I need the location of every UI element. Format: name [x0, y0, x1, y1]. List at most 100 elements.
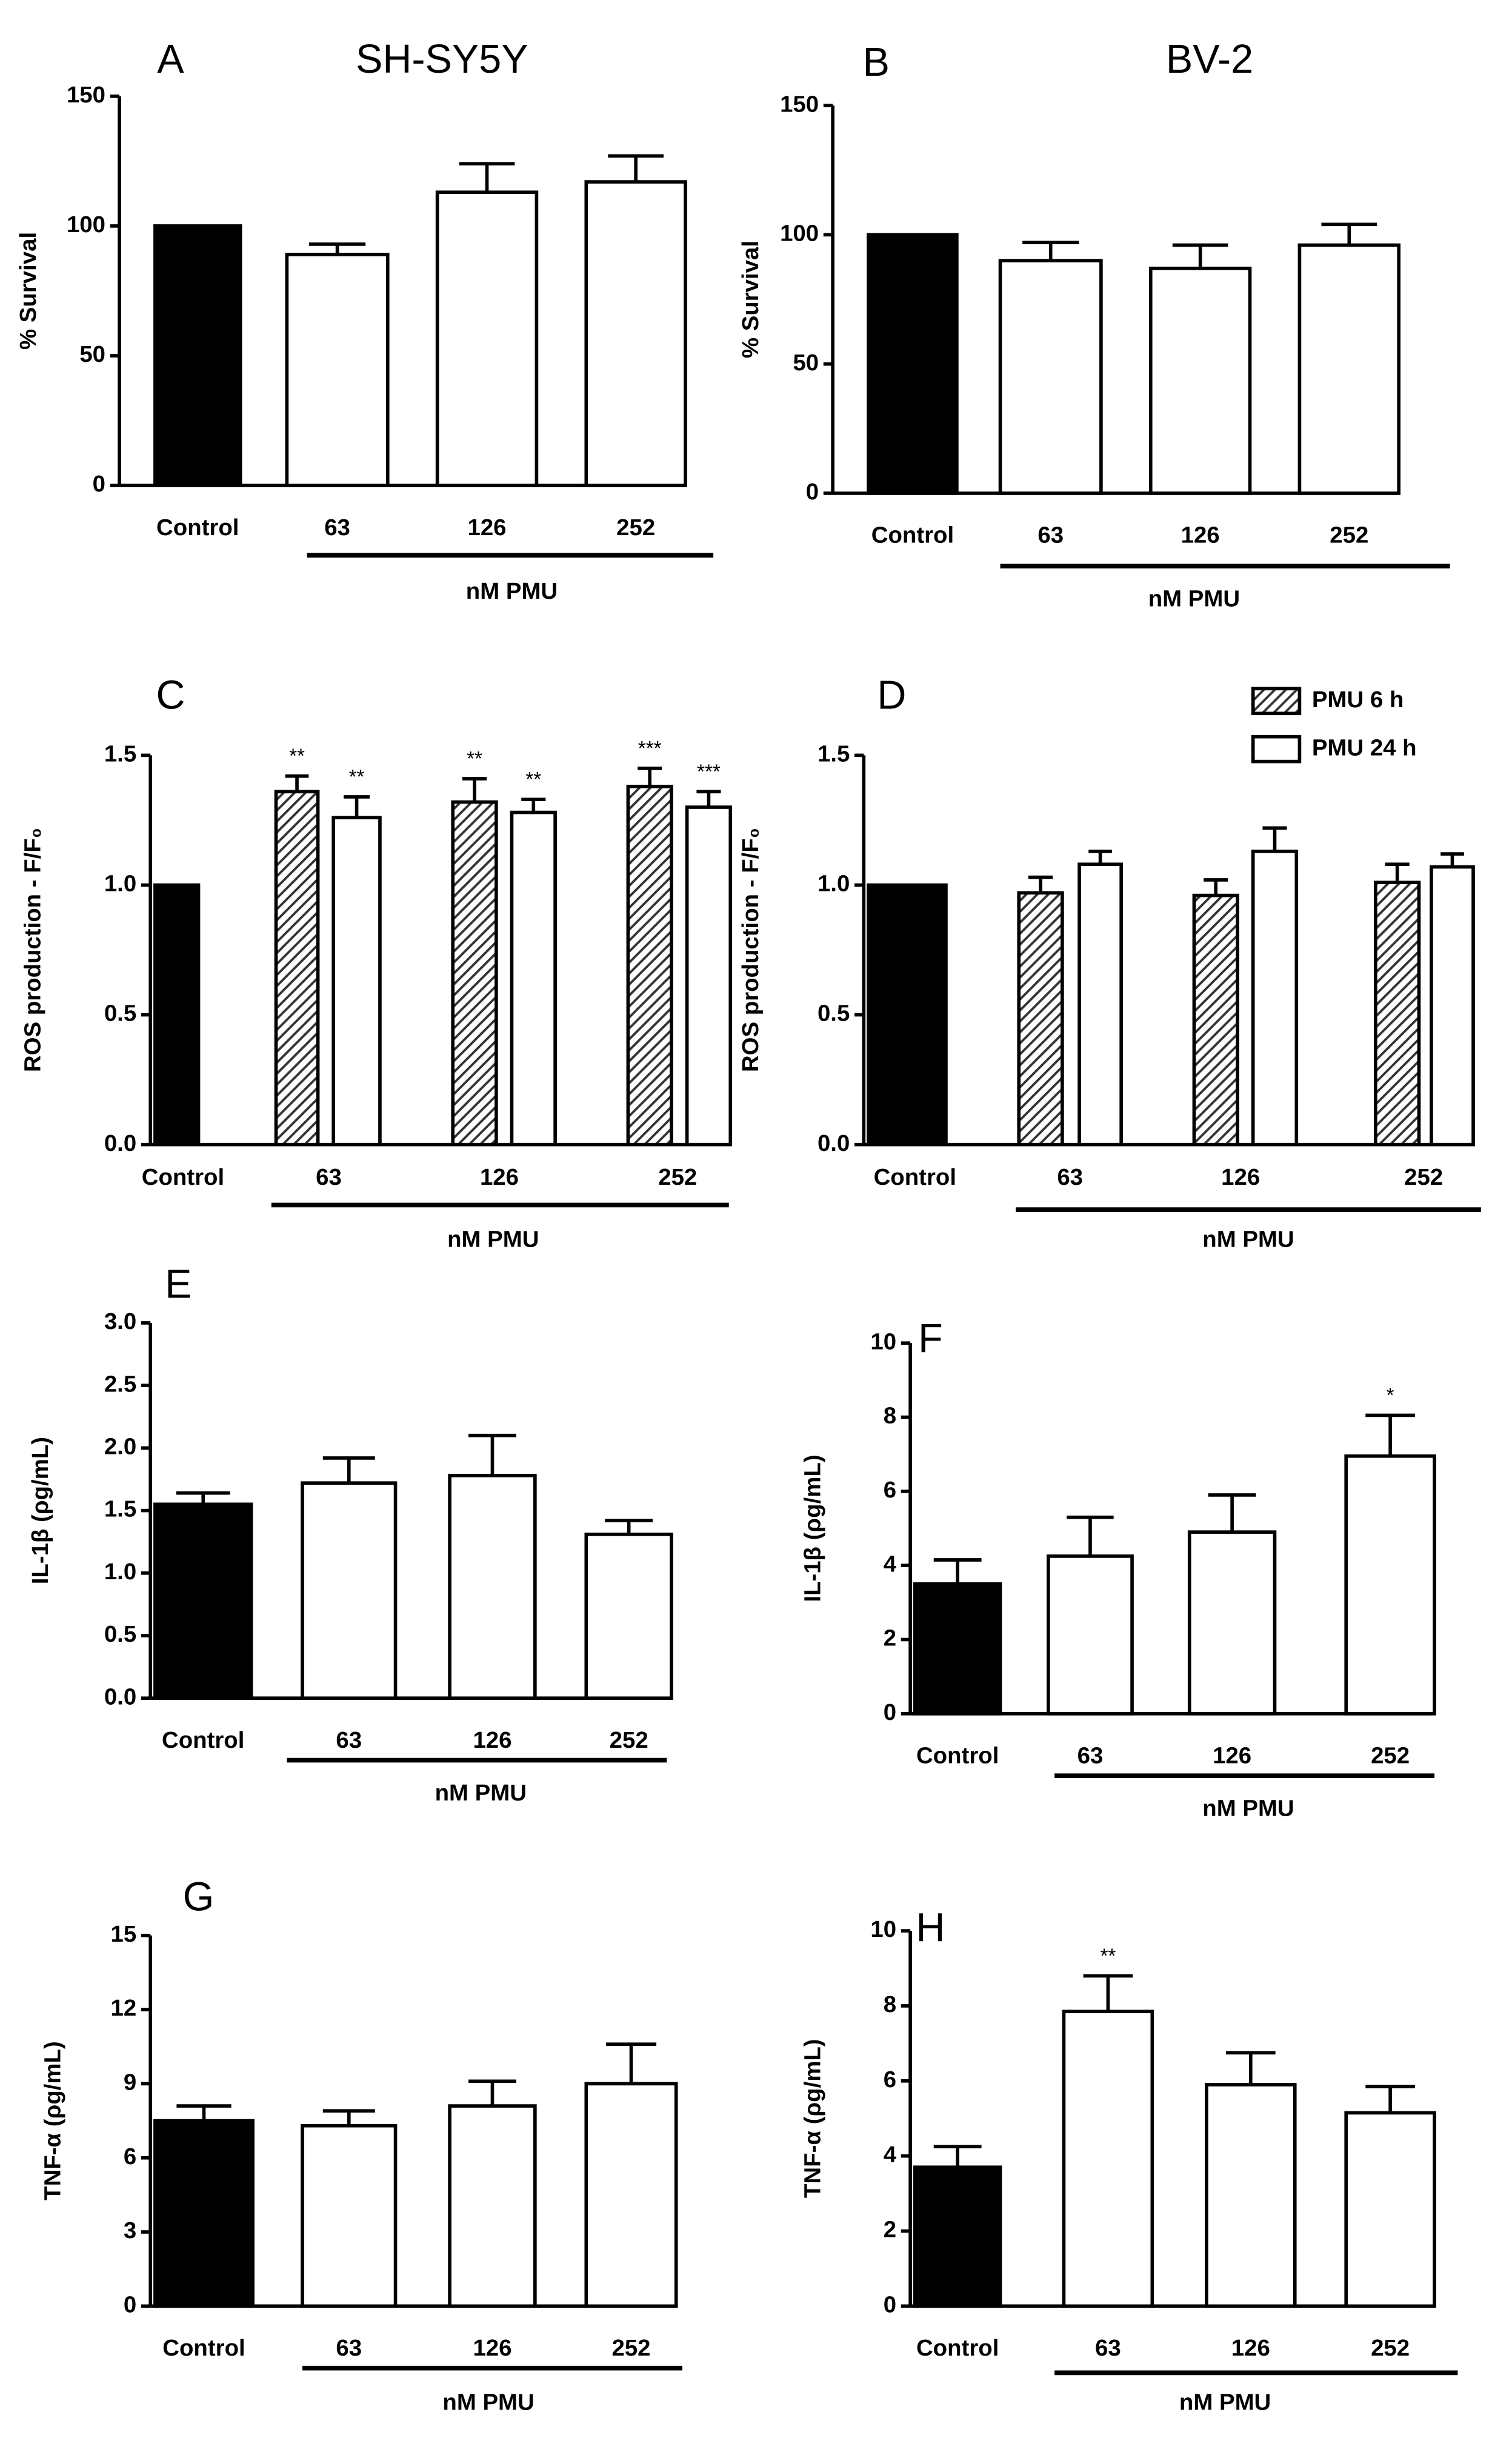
x-tick-label: 252	[1330, 522, 1368, 548]
bar	[153, 2119, 255, 2308]
x-tick-label: Control	[874, 1164, 956, 1190]
bar	[1205, 2083, 1297, 2308]
y-axis-label: IL-1β (ρg/mL)	[800, 1454, 826, 1602]
bar	[451, 800, 498, 1147]
y-tick-label: 4	[884, 1551, 897, 1577]
y-tick-label: 3.0	[104, 1308, 136, 1334]
y-tick-label: 9	[124, 2070, 136, 2096]
panel-letter: G	[183, 1874, 215, 1919]
bar	[1297, 243, 1401, 495]
y-tick-label: 8	[884, 1403, 896, 1429]
group-label: nM PMU	[1202, 1226, 1294, 1252]
bar	[1344, 2111, 1436, 2308]
panel-title: SH-SY5Y	[356, 37, 528, 82]
bar	[153, 1502, 253, 1700]
y-tick-label: 2.5	[104, 1371, 136, 1397]
y-tick-label: 2	[884, 2217, 896, 2243]
y-tick-label: 150	[780, 91, 819, 117]
group-label: nM PMU	[435, 1780, 527, 1806]
x-tick-label: 63	[336, 1727, 362, 1753]
bar	[913, 2165, 1002, 2308]
x-tick-label: 63	[1057, 1164, 1083, 1190]
bar	[1251, 849, 1299, 1147]
group-label: nM PMU	[1148, 586, 1240, 612]
y-tick-label: 0.5	[818, 1001, 850, 1027]
y-tick-label: 1.0	[104, 871, 136, 897]
bar	[448, 1473, 537, 1700]
y-tick-label: 2.0	[104, 1434, 136, 1460]
x-tick-label: Control	[916, 2335, 999, 2361]
y-tick-label: 0	[806, 479, 819, 505]
group-label: nM PMU	[442, 2390, 534, 2416]
x-tick-label: 63	[324, 515, 350, 541]
y-tick-label: 0	[884, 2291, 896, 2317]
x-tick-label: 126	[1221, 1164, 1260, 1190]
y-tick-label: 3	[124, 2217, 136, 2243]
bar	[448, 2104, 537, 2308]
y-tick-label: 1.5	[818, 741, 850, 767]
group-label: nM PMU	[466, 578, 558, 604]
x-tick-label: Control	[871, 522, 954, 548]
bar	[584, 1532, 673, 1700]
y-tick-label: 0.0	[104, 1684, 136, 1710]
y-tick-label: 1.0	[818, 871, 850, 897]
y-axis-label: IL-1β (ρg/mL)	[27, 1437, 53, 1584]
x-tick-label: Control	[162, 1727, 244, 1753]
panel-letter: D	[877, 673, 906, 718]
bar	[1373, 881, 1421, 1147]
y-tick-label: 10	[870, 1916, 896, 1942]
x-tick-label: 126	[468, 515, 507, 541]
group-label: nM PMU	[447, 1226, 539, 1252]
bar	[584, 180, 687, 487]
bar	[435, 190, 539, 487]
x-tick-label: 252	[1371, 2335, 1410, 2361]
panel-letter: C	[156, 673, 185, 718]
y-tick-label: 50	[79, 341, 105, 367]
x-tick-label: 252	[658, 1164, 697, 1190]
bar	[584, 2082, 678, 2308]
bar	[301, 1481, 398, 1700]
y-tick-label: 6	[884, 2067, 896, 2093]
legend-label: PMU 6 h	[1312, 687, 1404, 713]
x-tick-label: 126	[1213, 1743, 1251, 1769]
bar	[1017, 891, 1064, 1147]
bar	[998, 259, 1103, 495]
bar	[1148, 267, 1252, 495]
bar	[153, 883, 201, 1147]
y-tick-label: 6	[124, 2143, 136, 2170]
bar	[867, 233, 959, 495]
y-tick-label: 10	[870, 1328, 896, 1354]
y-tick-label: 8	[884, 1991, 896, 2017]
x-tick-label: 252	[1371, 1743, 1410, 1769]
bar	[685, 805, 733, 1147]
significance: *	[1387, 1385, 1394, 1407]
y-tick-label: 0	[884, 1699, 896, 1725]
y-tick-label: 100	[780, 221, 819, 247]
panel-letter: H	[916, 1906, 945, 1951]
group-label: nM PMU	[1202, 1796, 1294, 1822]
x-tick-label: 126	[1231, 2335, 1270, 2361]
significance: ***	[638, 738, 662, 760]
bar	[153, 224, 242, 487]
bar	[1187, 1530, 1277, 1716]
significance: ***	[697, 761, 721, 783]
bar	[510, 810, 557, 1147]
x-tick-label: 252	[611, 2335, 650, 2361]
bar	[626, 784, 673, 1147]
y-tick-label: 12	[111, 1995, 137, 2021]
group-label: nM PMU	[1179, 2390, 1271, 2416]
x-tick-label: 63	[336, 2335, 362, 2361]
bar	[285, 253, 390, 487]
y-axis-label: ROS production - F/F₀	[19, 828, 45, 1072]
x-tick-label: Control	[162, 2335, 245, 2361]
y-tick-label: 2	[884, 1625, 896, 1651]
x-tick-label: 126	[473, 1727, 511, 1753]
y-tick-label: 4	[884, 2142, 897, 2168]
y-axis-label: % Survival	[738, 241, 764, 358]
x-tick-label: 63	[1037, 522, 1064, 548]
y-tick-label: 50	[793, 350, 819, 376]
x-tick-label: Control	[156, 515, 239, 541]
y-tick-label: 6	[884, 1477, 896, 1503]
y-tick-label: 100	[67, 211, 105, 238]
